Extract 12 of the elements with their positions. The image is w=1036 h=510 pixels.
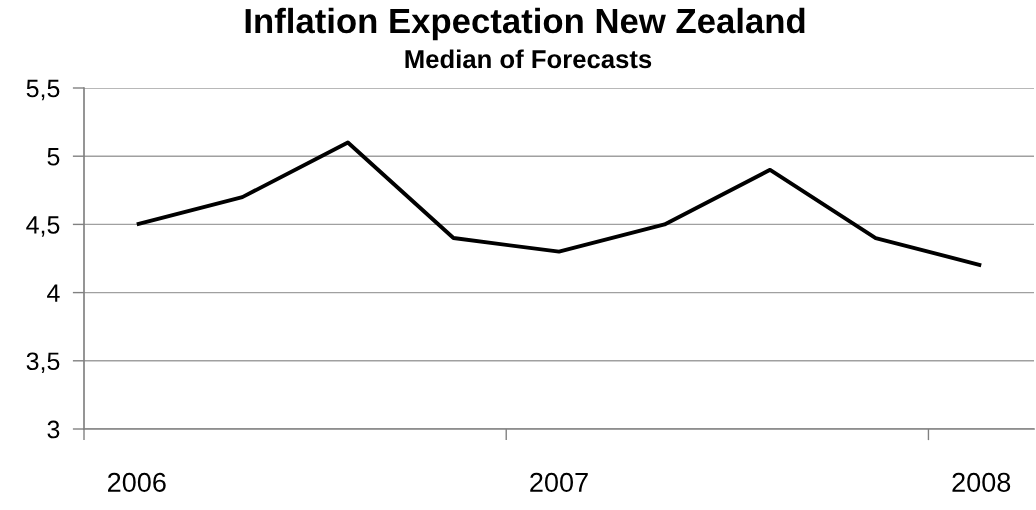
x-tick-label: 2007: [530, 472, 588, 492]
y-tick-label: 3,5: [26, 352, 60, 374]
y-tick-label: 5: [47, 148, 60, 166]
x-tick-label: 2006: [108, 472, 166, 492]
chart-subtitle: Median of Forecasts: [405, 49, 652, 69]
y-tick-label: 5,5: [26, 79, 60, 101]
chart-title: Inflation Expectation New Zealand: [245, 7, 805, 41]
y-tick-label: 3: [47, 420, 60, 439]
y-tick-label: 4,5: [26, 216, 60, 237]
line-series: [134, 140, 984, 268]
x-tick-label: 2008: [952, 472, 1011, 492]
y-tick-label: 4: [47, 284, 60, 302]
